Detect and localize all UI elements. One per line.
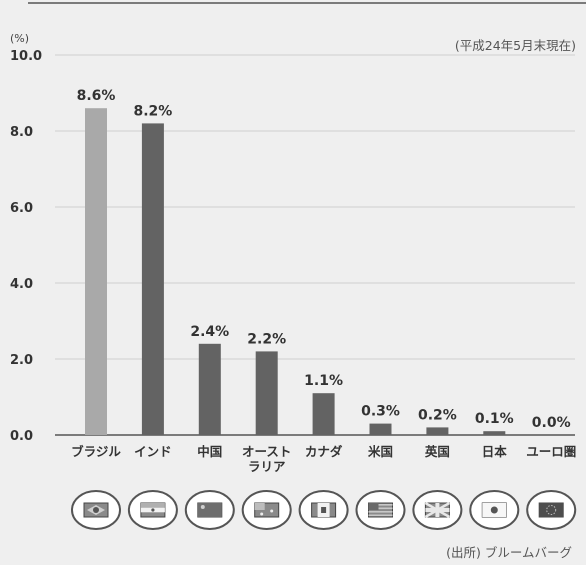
brazil-flag-icon: [71, 490, 121, 530]
bars: [85, 108, 506, 436]
data-label: 2.2%: [247, 331, 286, 347]
canada-flag-icon: [298, 490, 349, 530]
y-tick-label: 8.0: [10, 125, 33, 140]
data-label: 0.1%: [475, 411, 514, 427]
flag-icons: [71, 490, 577, 530]
data-label: 8.2%: [133, 103, 172, 119]
india-flag-icon: [127, 490, 178, 530]
data-label: 0.2%: [418, 407, 457, 423]
bar: [198, 343, 221, 435]
australia-flag-icon: [241, 490, 292, 530]
data-label: 0.3%: [361, 404, 400, 420]
x-tick-label: ブラジル: [71, 444, 121, 459]
bar: [255, 351, 278, 435]
header-note: (平成24年5月末現在): [455, 38, 576, 53]
x-tick-label: ラリア: [248, 459, 286, 474]
eu-flag-icon: [526, 490, 577, 530]
data-label: 8.6%: [77, 88, 116, 104]
grid-lines: [55, 54, 575, 436]
uk-flag-icon: [412, 490, 463, 530]
x-tick-label: カナダ: [305, 444, 343, 459]
bar: [426, 427, 449, 435]
y-axis-unit: (%): [10, 32, 29, 45]
y-tick-label: 10.0: [10, 49, 42, 64]
data-label: 0.0%: [532, 415, 571, 431]
x-tick-label: 米国: [367, 444, 393, 459]
y-tick-label: 0.0: [10, 429, 33, 444]
y-tick-label: 6.0: [10, 201, 33, 216]
y-tick-label: 4.0: [10, 277, 33, 292]
bar: [369, 423, 392, 435]
data-label: 1.1%: [304, 373, 343, 389]
x-tick-label: 英国: [425, 444, 450, 459]
bar: [312, 393, 335, 435]
labels: 0.0 2.0 4.0 6.0 8.0 10.0 8.6% ブラジル 8.2% インド 2.4% 中国…: [10, 49, 576, 474]
data-label: 2.4%: [190, 324, 229, 340]
source-note: (出所) ブルームバーグ: [446, 545, 572, 560]
x-tick-label: インド: [134, 444, 172, 459]
bar: [85, 108, 107, 435]
x-tick-label: 中国: [197, 444, 222, 459]
y-tick-label: 2.0: [10, 353, 33, 368]
bar: [483, 431, 506, 435]
usa-flag-icon: [355, 490, 406, 530]
x-tick-label: 日本: [482, 444, 508, 459]
x-tick-label: オースト: [242, 444, 291, 459]
bar: [141, 123, 164, 436]
x-tick-label: ユーロ圏: [526, 444, 576, 459]
japan-flag-icon: [469, 490, 520, 530]
china-flag-icon: [184, 490, 235, 530]
